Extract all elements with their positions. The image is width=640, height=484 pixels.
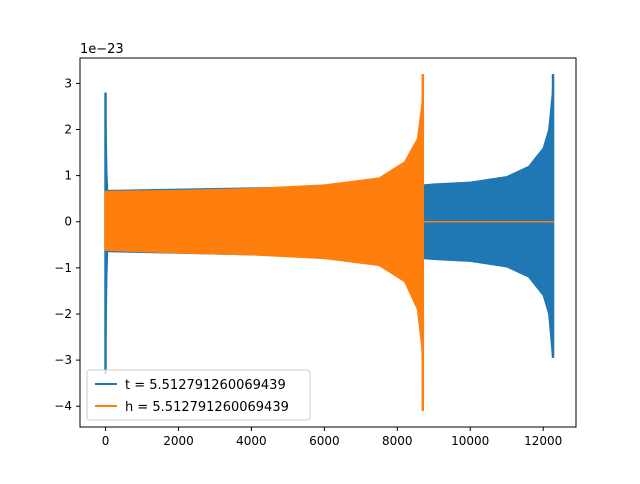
x-tick-label: 10000 [451, 434, 489, 448]
y-tick-label: −1 [54, 261, 72, 275]
axes-frame [79, 57, 577, 428]
x-tick-label: 2000 [163, 434, 194, 448]
plot-area [104, 74, 555, 411]
y-tick-label: 0 [64, 215, 72, 229]
y-tick-label: 2 [64, 122, 72, 136]
y-tick-label: −4 [54, 399, 72, 413]
series-1 [104, 74, 554, 411]
y-tick-label: 3 [64, 76, 72, 90]
y-tick-label: −3 [54, 353, 72, 367]
x-tick-label: 4000 [236, 434, 267, 448]
legend-label: t = 5.512791260069439 [125, 378, 286, 393]
legend-label: h = 5.512791260069439 [125, 400, 289, 415]
y-tick-label: 1 [64, 169, 72, 183]
x-tick-label: 0 [102, 434, 110, 448]
legend: t = 5.512791260069439 h = 5.5127912600694… [86, 369, 311, 421]
x-tick-label: 6000 [309, 434, 340, 448]
y-offset-text: 1e−23 [80, 42, 124, 57]
x-tick-label: 8000 [382, 434, 413, 448]
axes: 0 2000 4000 6000 8000 10000 12000 −4 −3 −2 −1 0 1 2 3 [54, 57, 577, 448]
y-tick-label: −2 [54, 307, 72, 321]
x-tick-label: 12000 [524, 434, 562, 448]
legend-box [86, 369, 311, 421]
